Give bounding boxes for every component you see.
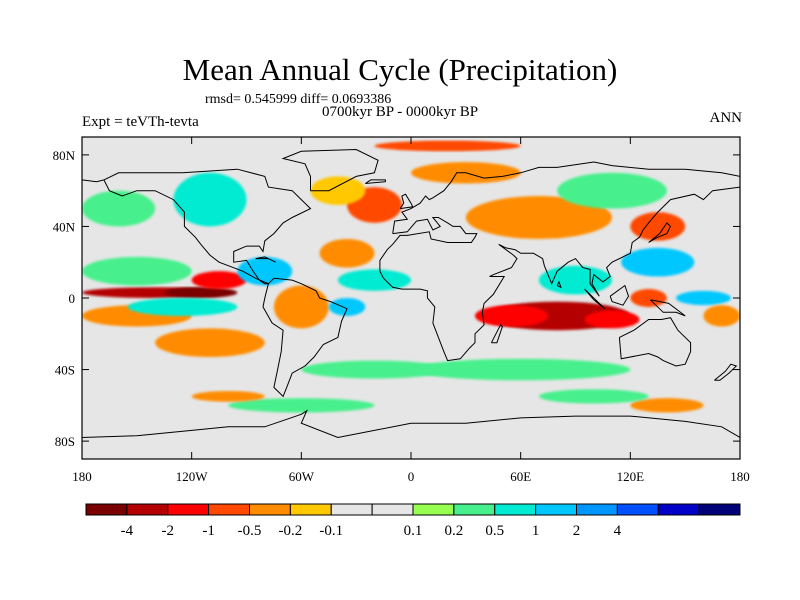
anomaly-region-30 <box>538 389 649 404</box>
coastline-5 <box>618 317 692 367</box>
colorbar-swatch-15 <box>698 503 741 516</box>
lon-tick-label: 60E <box>510 469 531 484</box>
lat-tick-label: 0 <box>69 291 76 306</box>
longitude-axis: 180 120W 60W 0 60E 120E 180 <box>72 137 750 484</box>
lon-tick-label: 120E <box>617 469 645 484</box>
lat-tick-label: 40S <box>55 363 75 378</box>
lat-tick-label: 80S <box>55 434 75 449</box>
coastline-16 <box>365 179 386 184</box>
anomaly-region-14 <box>337 269 412 291</box>
anomaly-region-5 <box>82 256 192 286</box>
latitude-axis: 80N 40N 0 40S 80S <box>53 148 740 449</box>
colorbar-swatch-4 <box>249 503 291 516</box>
colorbar-swatch-3 <box>208 503 250 516</box>
anomaly-region-10 <box>273 285 329 329</box>
anomaly-region-4 <box>155 328 265 358</box>
coastline-0 <box>103 168 312 285</box>
colorbar-label: -1 <box>202 523 215 539</box>
colorbar-swatch-5 <box>289 503 332 516</box>
coastline-15 <box>255 256 276 263</box>
coastline-4 <box>379 186 740 362</box>
anomaly-region-21 <box>630 212 686 241</box>
colorbar-swatch-10 <box>494 503 537 516</box>
colorbar-label: -0.5 <box>238 523 262 539</box>
colorbar-swatch-1 <box>126 503 169 516</box>
coastline-10 <box>648 222 672 243</box>
colorbar-label: 2 <box>573 523 581 539</box>
anomaly-region-9 <box>237 256 293 286</box>
coastline-3 <box>82 179 105 183</box>
colorbar-label: -2 <box>162 523 175 539</box>
lon-tick-label: 60W <box>289 469 315 484</box>
season-label: ANN <box>709 110 743 126</box>
anomaly-region-32 <box>676 290 731 306</box>
anomaly-region-15 <box>328 298 366 316</box>
anomaly-region-24 <box>411 358 631 381</box>
anomaly-region-31 <box>191 391 265 402</box>
coastline-14 <box>714 363 738 381</box>
colorbar-swatch-6 <box>330 503 373 516</box>
colorbar-label: -4 <box>121 523 134 539</box>
anomaly-region-22 <box>465 196 613 239</box>
coastline-7 <box>82 409 740 439</box>
colorbar-label: 4 <box>614 523 622 539</box>
coastline-2 <box>392 161 740 234</box>
colorbar-label: 1 <box>532 523 540 539</box>
coastline-8 <box>490 323 503 344</box>
map-title: Mean Annual Cycle (Precipitation) <box>182 52 618 87</box>
colorbar-swatch-0 <box>85 503 128 516</box>
lon-tick-label: 180 <box>730 469 750 484</box>
stats-label: rmsd= 0.545999 diff= 0.0693386 <box>205 92 392 107</box>
anomaly-region-13 <box>310 176 366 205</box>
experiment-label: Expt = teVTh-tevta <box>82 114 199 130</box>
lat-tick-label: 80N <box>53 148 76 163</box>
period-label: 0700kyr BP - 0000kyr BP <box>322 104 479 120</box>
colorbar-swatch-8 <box>412 503 455 516</box>
coastline-13 <box>650 299 686 317</box>
colorbar-label: 0.5 <box>485 523 504 539</box>
anomaly-region-6 <box>127 298 238 316</box>
anomaly-region-7 <box>82 190 156 227</box>
coastline-6 <box>281 148 379 192</box>
coastline-1 <box>262 277 348 398</box>
anomaly-region-18 <box>584 310 640 329</box>
anomaly-region-29 <box>228 398 375 413</box>
anomaly-region-2 <box>191 271 247 290</box>
coastline-12 <box>609 284 630 306</box>
anomaly-field <box>82 140 740 413</box>
colorbar: -4 -2 -1 -0.5 -0.2 -0.1 0.1 0.2 0.5 1 2 4 <box>85 503 741 539</box>
lat-tick-label: 40N <box>53 219 76 234</box>
anomaly-region-23 <box>557 172 667 209</box>
colorbar-swatch-7 <box>371 503 414 516</box>
colorbar-label: 0.1 <box>404 523 423 539</box>
lon-tick-label: 180 <box>72 469 92 484</box>
lon-tick-label: 0 <box>408 469 415 484</box>
colorbar-swatch-12 <box>576 503 618 516</box>
coastline-11 <box>584 288 606 310</box>
colorbar-swatch-2 <box>167 503 210 516</box>
anomaly-region-25 <box>301 360 448 379</box>
colorbar-label: -0.1 <box>319 523 343 539</box>
anomaly-region-20 <box>621 247 695 277</box>
colorbar-swatch-9 <box>453 503 496 516</box>
colorbar-swatch-13 <box>616 503 659 516</box>
colorbar-swatch-14 <box>657 503 700 516</box>
lon-tick-label: 120W <box>176 469 209 484</box>
anomaly-region-33 <box>703 305 740 327</box>
colorbar-swatch-11 <box>535 503 577 516</box>
anomaly-region-26 <box>630 398 704 413</box>
coastline-17 <box>556 280 562 289</box>
anomaly-region-1 <box>164 287 238 298</box>
coastline-9 <box>399 193 414 210</box>
colorbar-label: -0.2 <box>279 523 303 539</box>
coastlines <box>82 148 740 439</box>
anomaly-region-28 <box>374 140 521 152</box>
colorbar-label: 0.2 <box>445 523 464 539</box>
anomaly-region-17 <box>474 305 549 327</box>
anomaly-region-11 <box>319 238 375 268</box>
anomaly-region-8 <box>173 172 247 227</box>
anomaly-region-34 <box>630 289 667 307</box>
